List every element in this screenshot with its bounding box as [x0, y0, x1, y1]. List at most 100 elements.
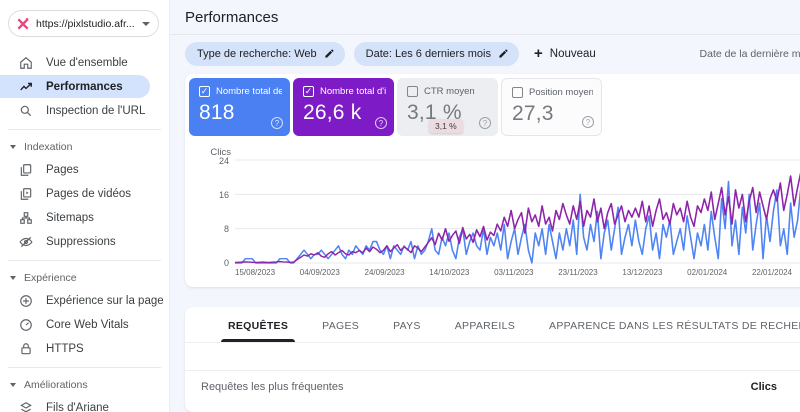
- edit-icon[interactable]: [498, 48, 509, 59]
- plus-icon: +: [534, 45, 543, 63]
- sidebar-item-video-pages[interactable]: Pages de vidéos: [0, 182, 169, 205]
- property-url: https://pixlstudio.afr...: [36, 17, 135, 30]
- top-bar: Performances EXPORTER: [170, 0, 800, 35]
- tab-label: PAGES: [322, 319, 360, 332]
- page-experience-icon: [18, 293, 33, 308]
- tab-label: REQUÊTES: [228, 319, 289, 332]
- metric-value: 27,3: [512, 102, 554, 126]
- help-icon[interactable]: ?: [271, 117, 283, 130]
- metric-label: Nombre total de c...: [216, 86, 282, 98]
- x-tick: 23/11/2023: [558, 268, 598, 278]
- main-content: Performances EXPORTER Type de recherche:…: [170, 0, 800, 412]
- axis-tick: 24: [218, 156, 229, 167]
- checkbox-checked-icon[interactable]: ✓: [303, 86, 314, 98]
- video-pages-icon: [18, 186, 33, 201]
- x-tick: 03/11/2023: [494, 268, 534, 278]
- table-header-row: Requêtes les plus fréquentes Clics Impre…: [185, 371, 800, 393]
- sidebar-item-label: Suppressions: [46, 235, 116, 248]
- clicks-column-header[interactable]: Clics: [750, 381, 777, 394]
- help-icon[interactable]: ?: [375, 117, 387, 130]
- metric-cards: ✓ Nombre total de c... 818 ? ✓ Nombre to…: [189, 78, 800, 137]
- tab-requetes[interactable]: REQUÊTES: [211, 309, 305, 343]
- tab-appareils[interactable]: APPAREILS: [438, 309, 532, 342]
- help-icon[interactable]: ?: [582, 116, 594, 129]
- layers-icon: [18, 400, 33, 412]
- sidebar-item-label: Core Web Vitals: [46, 318, 129, 331]
- sidebar-item-breadcrumbs[interactable]: Fils d'Ariane: [0, 396, 169, 412]
- tab-apparence[interactable]: APPARENCE DANS LES RÉSULTATS DE RECHERCH…: [532, 309, 800, 342]
- sidebar: https://pixlstudio.afr... Vue d'ensemble…: [0, 0, 170, 412]
- pages-icon: [18, 162, 33, 177]
- sidebar-section-ameliorations[interactable]: Améliorations: [0, 374, 169, 396]
- x-tick: 04/09/2023: [299, 268, 340, 278]
- sidebar-section-experience[interactable]: Expérience: [0, 267, 169, 289]
- checkbox-unchecked-icon[interactable]: ✓: [407, 86, 418, 98]
- x-axis-labels: 15/08/2023 04/09/2023 24/09/2023 14/10/2…: [235, 268, 800, 277]
- series-impressions: [234, 172, 800, 264]
- sidebar-item-label: Sitemaps: [46, 211, 94, 224]
- section-caret-icon: [10, 276, 16, 280]
- total-clicks-card[interactable]: ✓ Nombre total de c... 818 ?: [189, 78, 290, 137]
- edit-icon[interactable]: [324, 48, 335, 59]
- metric-value: 3,1 %: [407, 101, 462, 125]
- query-column-header: Requêtes les plus fréquentes: [201, 381, 344, 394]
- checkbox-unchecked-icon[interactable]: ✓: [512, 87, 523, 99]
- section-caret-icon: [10, 383, 16, 387]
- property-selector[interactable]: https://pixlstudio.afr...: [8, 10, 159, 37]
- chip-label: Type de recherche: Web: [197, 47, 317, 60]
- sidebar-item-url-inspection[interactable]: Inspection de l'URL: [0, 99, 169, 122]
- filter-bar: Type de recherche: Web Date: Les 6 derni…: [185, 37, 800, 70]
- sidebar-item-core-web-vitals[interactable]: Core Web Vitals: [0, 313, 169, 336]
- sitemaps-icon: [18, 210, 33, 225]
- sidebar-item-page-experience[interactable]: Expérience sur la page: [0, 289, 169, 312]
- sidebar-item-performances[interactable]: Performances: [0, 75, 150, 98]
- last-update-text: Date de la dernière mise à jour : il y a…: [700, 48, 800, 60]
- table-filter-row: [185, 343, 800, 372]
- tab-label: PAYS: [393, 319, 421, 332]
- divider: [8, 367, 161, 368]
- lock-icon: [18, 341, 33, 356]
- ctr-tooltip-badge: 3,1 %: [429, 119, 463, 134]
- checkbox-checked-icon[interactable]: ✓: [199, 86, 210, 98]
- help-icon[interactable]: ?: [479, 117, 491, 130]
- sidebar-section-indexation[interactable]: Indexation: [0, 136, 169, 158]
- sidebar-item-label: HTTPS: [46, 342, 84, 355]
- total-impressions-card[interactable]: ✓ Nombre total d'im... 26,6 k ?: [293, 78, 394, 137]
- chevron-down-icon: [142, 21, 150, 26]
- property-favicon: [17, 17, 29, 29]
- new-filter-button[interactable]: + Nouveau: [534, 45, 596, 62]
- average-ctr-card[interactable]: ✓ CTR moyen 3,1 % 3,1 % ?: [397, 78, 498, 137]
- section-label: Indexation: [24, 141, 73, 153]
- sidebar-item-https[interactable]: HTTPS: [0, 337, 169, 360]
- sidebar-item-pages[interactable]: Pages: [0, 158, 169, 181]
- tab-pays[interactable]: PAYS: [376, 309, 438, 342]
- chart-plot-area[interactable]: [234, 159, 800, 264]
- sidebar-item-sitemaps[interactable]: Sitemaps: [0, 206, 169, 229]
- search-type-chip[interactable]: Type de recherche: Web: [185, 41, 345, 66]
- gauge-icon: [18, 317, 33, 332]
- performance-summary-card: ✓ Nombre total de c... 818 ? ✓ Nombre to…: [185, 74, 800, 288]
- average-position-card[interactable]: ✓ Position moyenne 27,3 ?: [501, 78, 602, 137]
- date-range-chip[interactable]: Date: Les 6 derniers mois: [353, 41, 519, 66]
- x-tick: 02/01/2024: [687, 268, 728, 278]
- section-label: Expérience: [24, 272, 77, 284]
- dimensions-card: REQUÊTES PAGES PAYS APPAREILS APPARENCE …: [185, 307, 800, 412]
- sidebar-item-overview[interactable]: Vue d'ensemble: [0, 51, 169, 74]
- home-icon: [18, 55, 33, 70]
- new-filter-label: Nouveau: [549, 47, 596, 60]
- sidebar-item-label: Expérience sur la page: [46, 294, 164, 307]
- sidebar-item-label: Fils d'Ariane: [46, 401, 109, 412]
- metric-value: 818: [199, 101, 235, 125]
- eye-off-icon: [18, 234, 33, 249]
- sidebar-item-label: Pages de vidéos: [46, 187, 132, 200]
- x-tick: 14/10/2023: [429, 268, 470, 278]
- sidebar-item-suppressions[interactable]: Suppressions: [0, 230, 169, 253]
- metric-label: Position moyenne: [529, 87, 593, 99]
- metric-label: CTR moyen: [424, 86, 475, 98]
- tab-label: APPAREILS: [454, 319, 516, 332]
- tab-pages[interactable]: PAGES: [305, 309, 376, 342]
- axis-tick: 16: [218, 190, 229, 201]
- series-clics: [235, 180, 800, 264]
- sidebar-item-label: Performances: [46, 80, 123, 93]
